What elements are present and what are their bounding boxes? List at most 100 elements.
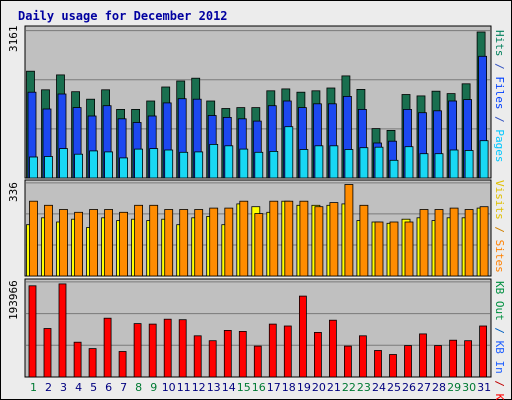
pages-bar	[209, 143, 219, 179]
legend-entry: /	[493, 220, 506, 233]
sites-bar	[89, 209, 98, 277]
sites-bar	[134, 204, 144, 277]
top-legend: Hits / Files / Pages	[493, 30, 506, 163]
sites-bar	[149, 204, 159, 277]
day-label: 29	[447, 381, 461, 394]
sites-bar	[284, 200, 294, 277]
kbytes-bar	[268, 323, 277, 378]
day-label: 20	[312, 381, 326, 394]
day-label: 10	[162, 381, 176, 394]
pages-bar	[314, 145, 324, 179]
day-label: 25	[387, 381, 401, 394]
pages-bar	[269, 150, 279, 179]
day-label: 6	[105, 381, 112, 394]
kbytes-bar	[163, 318, 172, 378]
kbytes-bar	[238, 330, 247, 378]
pages-bar	[194, 151, 204, 179]
kbytes-bar	[313, 331, 322, 378]
pages-bar	[59, 148, 68, 179]
sites-bar	[479, 206, 489, 277]
day-label: 18	[282, 381, 296, 394]
pages-bar	[344, 149, 354, 179]
kbytes-bar	[118, 351, 127, 378]
kbytes-bar	[328, 319, 337, 378]
kbytes-bar	[298, 295, 307, 378]
kbytes-bar	[58, 283, 67, 378]
sites-bar	[104, 209, 113, 277]
legend-entry: Files	[493, 70, 506, 110]
chart-bars	[26, 31, 489, 378]
sites-bar	[389, 221, 399, 277]
pages-bar	[74, 153, 83, 179]
kbytes-bar	[464, 340, 473, 378]
day-label: 9	[150, 381, 157, 394]
legend-entry: KB Out	[493, 281, 506, 321]
kbytes-bar	[103, 317, 112, 378]
pages-bar	[374, 146, 384, 179]
sites-bar	[464, 209, 474, 277]
legend-entry: Pages	[493, 123, 506, 163]
sites-bar	[59, 209, 68, 277]
sites-bar	[209, 207, 219, 277]
sites-bar	[299, 200, 309, 277]
kbytes-bar	[133, 323, 142, 378]
kbytes-bar	[148, 323, 157, 378]
day-label: 4	[75, 381, 82, 394]
kbytes-bar	[178, 319, 187, 378]
day-label: 2	[45, 381, 52, 394]
legend-entry: KB F	[493, 387, 506, 400]
sites-bar	[344, 184, 354, 277]
kbytes-bar	[434, 345, 442, 378]
pages-bar	[434, 153, 444, 179]
kbytes-bar	[88, 348, 97, 378]
kbytes-bar	[208, 340, 217, 378]
sites-bar	[329, 202, 339, 277]
pages-bar	[239, 148, 249, 179]
pages-bar	[134, 148, 144, 179]
day-label: 30	[462, 381, 476, 394]
legend-entry: Visits	[493, 180, 506, 220]
pages-bar	[104, 151, 113, 179]
kbytes-bar	[404, 345, 412, 378]
legend-entry: Hits	[493, 30, 506, 57]
pages-bar	[224, 145, 234, 179]
top-axis-max-label: 3161	[7, 26, 20, 53]
legend-entry: KB In	[493, 334, 506, 374]
kbytes-bar	[283, 325, 292, 378]
day-label: 23	[357, 381, 371, 394]
kbytes-bar	[28, 285, 37, 378]
pages-bar	[479, 140, 489, 179]
kbytes-bar	[193, 335, 202, 378]
legend-entry: /	[493, 321, 506, 334]
pages-bar	[44, 156, 53, 179]
pages-bar	[149, 148, 159, 179]
sites-bar	[359, 204, 369, 277]
kbytes-bar	[223, 329, 232, 378]
sites-bar	[44, 204, 53, 277]
pages-bar	[464, 150, 474, 179]
day-label: 11	[177, 381, 191, 394]
pages-bar	[329, 145, 339, 179]
day-label: 7	[120, 381, 127, 394]
sites-bar	[419, 209, 429, 277]
sites-bar	[254, 213, 264, 277]
sites-bar	[194, 209, 204, 277]
pages-bar	[89, 150, 98, 179]
sites-bar	[179, 209, 189, 277]
legend-entry: /	[493, 374, 506, 387]
pages-bar	[449, 149, 459, 179]
sites-bar	[119, 211, 128, 277]
sites-bar	[269, 200, 279, 277]
sites-bar	[164, 209, 174, 277]
day-label: 16	[252, 381, 266, 394]
legend-entry: /	[493, 57, 506, 70]
day-labels: 1 2 3 4 5 6 7 8 9 10 11 12 13 14 15 16 17 18 19 20 21 22 23 24 2…	[30, 381, 491, 394]
day-label: 17	[267, 381, 281, 394]
pages-bar	[359, 147, 369, 179]
day-label: 19	[297, 381, 311, 394]
day-label: 13	[207, 381, 221, 394]
day-label: 3	[60, 381, 67, 394]
kbytes-bar	[449, 339, 458, 378]
day-label: 27	[417, 381, 431, 394]
